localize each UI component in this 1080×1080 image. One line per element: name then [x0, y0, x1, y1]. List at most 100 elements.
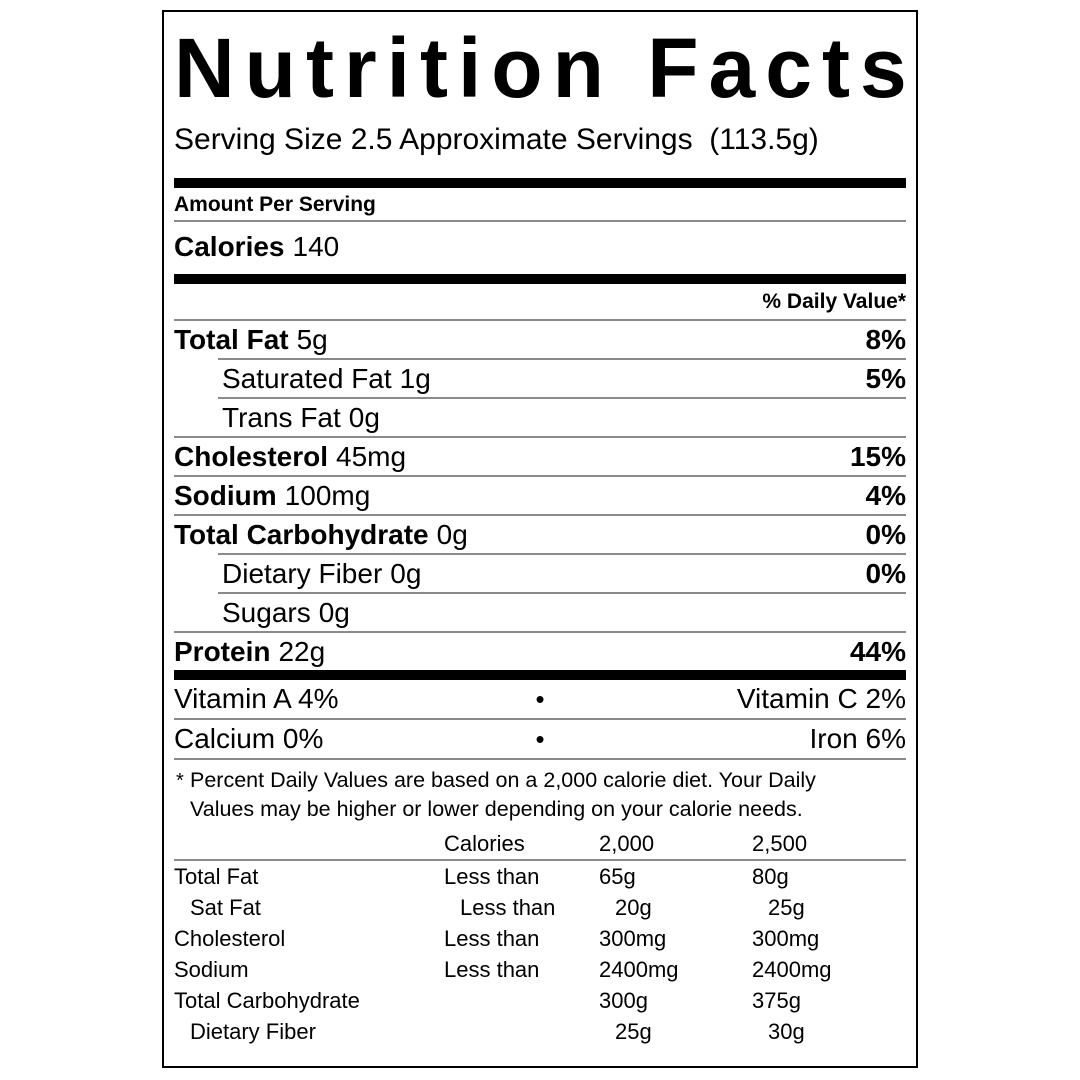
ref-value-2000: 65g: [599, 864, 636, 889]
calories-row: Calories 140: [174, 222, 906, 274]
col-header-2000: 2,000: [599, 831, 655, 856]
nutrient-amount: 5g: [296, 324, 328, 355]
nutrient-amount: 100mg: [284, 480, 371, 511]
nutrient-amount: 0g: [390, 558, 422, 589]
thick-separator-bar: [174, 274, 906, 284]
nutrient-row-sugars: Sugars 0g: [174, 594, 906, 631]
divider: [174, 220, 906, 222]
table-row: Dietary Fiber 25g 30g: [174, 1016, 906, 1047]
calories-label: Calories: [174, 231, 285, 262]
bullet-separator: •: [535, 724, 545, 754]
nutrient-name: Trans Fat: [222, 402, 341, 433]
ref-qualifier: Less than: [444, 926, 540, 951]
divider: [174, 475, 906, 477]
ref-value-2000: 300mg: [599, 926, 667, 951]
nutrient-amount: 0g: [318, 597, 350, 628]
ref-value-2000: 2400mg: [599, 957, 679, 982]
nutrient-name: Dietary Fiber: [222, 558, 383, 589]
nutrient-amount: 1g: [399, 363, 431, 394]
nutrient-name: Cholesterol: [174, 441, 329, 472]
thick-separator-bar: [174, 178, 906, 188]
nutrient-row-protein: Protein 22g 44%: [174, 633, 906, 670]
divider: [174, 859, 906, 861]
ref-value-2500: 30g: [768, 1019, 805, 1044]
divider: [174, 718, 906, 720]
ref-name: Sat Fat: [190, 895, 261, 920]
ref-value-2000: 20g: [615, 895, 652, 920]
nutrient-name: Total Fat: [174, 324, 289, 355]
ref-name: Total Carbohydrate: [174, 988, 360, 1013]
nutrient-daily-value: 4%: [865, 480, 906, 511]
calories-value: 140: [292, 231, 340, 262]
nutrient-name: Total Carbohydrate: [174, 519, 429, 550]
nutrient-row-total-carbohydrate: Total Carbohydrate 0g 0%: [174, 516, 906, 553]
nutrient-name: Protein: [174, 636, 271, 667]
nutrient-row-dietary-fiber: Dietary Fiber 0g 0%: [174, 555, 906, 592]
nutrient-row-cholesterol: Cholesterol 45mg 15%: [174, 438, 906, 475]
ref-value-2500: 2400mg: [752, 957, 832, 982]
nutrient-daily-value: 0%: [865, 519, 906, 550]
ref-qualifier: Less than: [444, 957, 540, 982]
ref-name: Cholesterol: [174, 926, 286, 951]
ref-name: Dietary Fiber: [190, 1019, 316, 1044]
ref-value-2500: 80g: [752, 864, 789, 889]
ref-name: Sodium: [174, 957, 249, 982]
divider: [174, 436, 906, 438]
serving-size-text: Serving Size 2.5 Approximate Servings (1…: [174, 123, 819, 156]
table-row: Total Fat Less than 65g 80g: [174, 861, 906, 892]
ref-qualifier: [460, 1016, 615, 1047]
reference-table-header: Calories 2,000 2,500: [174, 829, 906, 859]
nutrient-daily-value: 44%: [849, 636, 906, 667]
amount-per-serving-heading: Amount Per Serving: [174, 193, 376, 216]
nutrient-row-total-fat: Total Fat 5g 8%: [174, 321, 906, 358]
daily-value-heading: % Daily Value*: [762, 290, 906, 313]
table-row: Sat Fat Less than 20g 25g: [174, 892, 906, 923]
nutrient-amount: 22g: [278, 636, 326, 667]
divider: [174, 631, 906, 633]
divider: [174, 319, 906, 321]
divider: [174, 514, 906, 516]
ref-name: Total Fat: [174, 864, 259, 889]
ref-qualifier: Less than: [460, 895, 556, 920]
nutrition-facts-label: Nutrition Facts Serving Size 2.5 Approxi…: [162, 10, 918, 1068]
divider: [218, 397, 906, 399]
ref-qualifier: [444, 985, 599, 1016]
ref-qualifier: Less than: [444, 864, 540, 889]
vitamin-a-value: Vitamin A 4%: [174, 683, 339, 714]
reference-values-table: Calories 2,000 2,500 Total Fat Less than…: [174, 829, 906, 1047]
footnote-line-1: Percent Daily Values are based on a 2,00…: [190, 768, 816, 792]
footnote-asterisk: *: [176, 770, 184, 792]
nutrient-row-sodium: Sodium 100mg 4%: [174, 477, 906, 514]
divider: [218, 358, 906, 360]
nutrient-name: Sugars: [222, 597, 311, 628]
ref-value-2000: 25g: [615, 1019, 652, 1044]
ref-value-2500: 300mg: [752, 926, 820, 951]
nutrient-daily-value: 15%: [849, 441, 906, 472]
divider: [218, 592, 906, 594]
ref-value-2500: 25g: [768, 895, 805, 920]
table-row: Cholesterol Less than 300mg 300mg: [174, 923, 906, 954]
iron-value: Iron 6%: [809, 723, 907, 754]
table-row: Sodium Less than 2400mg 2400mg: [174, 954, 906, 985]
nutrient-amount: 45mg: [336, 441, 407, 472]
table-row: Total Carbohydrate 300g 375g: [174, 985, 906, 1016]
ref-value-2000: 300g: [599, 988, 648, 1013]
vitamin-row-1: Vitamin A 4% • Vitamin C 2%: [174, 680, 906, 718]
ref-value-2500: 375g: [752, 988, 801, 1013]
daily-value-footnote: * Percent Daily Values are based on a 2,…: [174, 766, 906, 824]
vitamin-c-value: Vitamin C 2%: [736, 683, 906, 714]
nutrient-name: Saturated Fat: [222, 363, 392, 394]
nutrient-row-trans-fat: Trans Fat 0g: [174, 399, 906, 436]
nutrient-name: Sodium: [174, 480, 277, 511]
bullet-separator: •: [535, 684, 545, 714]
vitamin-row-2: Calcium 0% • Iron 6%: [174, 720, 906, 758]
nutrient-daily-value: 0%: [865, 558, 906, 589]
label-title: Nutrition Facts: [174, 21, 917, 115]
nutrient-daily-value: 8%: [865, 324, 906, 355]
footnote-line-2: Values may be higher or lower depending …: [190, 797, 803, 821]
nutrient-amount: 0g: [348, 402, 380, 433]
divider: [218, 553, 906, 555]
nutrient-daily-value: 5%: [865, 363, 906, 394]
divider: [174, 758, 906, 760]
